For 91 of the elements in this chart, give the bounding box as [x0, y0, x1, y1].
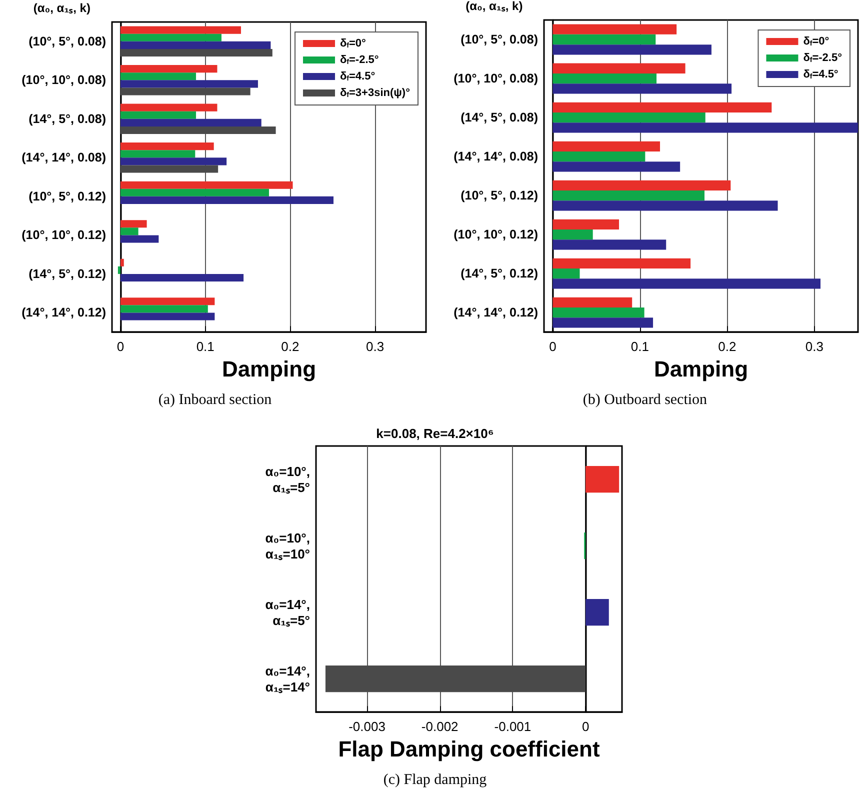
x-tick-label: -0.001 [494, 719, 532, 734]
bar [120, 274, 244, 282]
bar [552, 141, 660, 152]
y-tick-label: (10°, 10°, 0.12) [454, 228, 538, 242]
bar [120, 188, 269, 196]
bar [120, 65, 218, 73]
bar [120, 80, 258, 88]
y-tick-label: (14°, 14°, 0.12) [454, 306, 538, 320]
bar [552, 278, 820, 289]
x-tick-label: 0.2 [281, 339, 300, 354]
bar [552, 318, 654, 328]
bar [552, 102, 772, 112]
x-axis-title: Flap Damping coefficient [338, 736, 600, 762]
bar [552, 240, 666, 250]
x-tick-label: 0.3 [366, 339, 384, 354]
bar [552, 162, 680, 172]
bar [552, 297, 632, 308]
x-tick-label: 0 [549, 339, 556, 354]
bar [552, 24, 677, 34]
y-tick-label: (10°, 5°, 0.08) [460, 32, 538, 47]
y-tick-label: α₀=10°, α₁ₛ=5° [265, 464, 310, 495]
bar [118, 266, 120, 274]
x-tick-label: 0 [582, 719, 590, 734]
bar [120, 196, 334, 204]
y-axis-title: (α₀, α₁ₛ, k) [33, 1, 90, 15]
y-tick-label: (10°, 10°, 0.08) [454, 72, 538, 86]
y-tick-label: (14°, 5°, 0.12) [460, 266, 538, 281]
bar [120, 258, 124, 266]
y-axis-title: (α₀, α₁ₛ, k) [466, 0, 523, 13]
y-tick-label: (10°, 5°, 0.12) [28, 189, 106, 204]
bar [552, 44, 712, 55]
x-tick-label: -0.003 [348, 719, 386, 734]
bar [120, 305, 208, 313]
bar [120, 220, 147, 228]
y-tick-label: (10°, 5°, 0.08) [28, 34, 106, 48]
x-tick-label: 0.2 [718, 339, 736, 354]
y-tick-label: (10°, 10°, 0.08) [22, 73, 106, 88]
bar [120, 298, 215, 306]
bar [552, 219, 620, 230]
bar [552, 34, 656, 45]
bar [120, 235, 159, 243]
bar [552, 151, 646, 162]
bar [120, 228, 138, 236]
y-tick-label: (14°, 5°, 0.08) [460, 110, 538, 125]
bar [552, 190, 704, 201]
y-tick-label: (14°, 14°, 0.12) [22, 306, 106, 320]
bar [120, 111, 196, 119]
y-tick-label: (10°, 10°, 0.12) [22, 228, 106, 242]
bar [552, 73, 657, 84]
bar [120, 72, 196, 80]
x-tick-label: 0.3 [805, 339, 824, 354]
bar [120, 34, 222, 42]
x-axis-title: Damping [222, 356, 316, 382]
text: (a) Inboard section [157, 392, 273, 409]
x-tick-label: -0.002 [421, 719, 458, 734]
y-tick-label: (14°, 5°, 0.08) [28, 112, 106, 126]
bar [120, 158, 227, 166]
y-tick-label: (10°, 5°, 0.12) [460, 188, 538, 203]
bar [552, 122, 858, 133]
bar [552, 84, 732, 94]
bar [552, 308, 644, 318]
bar [120, 118, 262, 126]
text: (c) Flap damping [382, 772, 488, 789]
bar [552, 112, 706, 123]
y-tick-label: (14°, 5°, 0.12) [28, 266, 106, 281]
y-tick-label: α₀=14°, α₁ₛ=14° [265, 663, 310, 694]
bar [552, 180, 731, 190]
bar [586, 599, 609, 626]
y-tick-label: α₀=14°, α₁ₛ=5° [265, 596, 310, 628]
bar [120, 104, 218, 112]
x-axis-title: Damping [654, 356, 748, 382]
y-tick-label: (14°, 14°, 0.08) [454, 150, 538, 164]
bar [120, 312, 215, 320]
bar [552, 258, 691, 269]
x-tick-label: 0.1 [196, 339, 214, 354]
bar [552, 268, 580, 279]
bar [120, 150, 196, 158]
bar [120, 181, 293, 189]
chart-title: k=0.08, Re=4.2×10⁶ [376, 426, 494, 441]
text: (b) Outboard section [582, 392, 708, 409]
bar [120, 26, 241, 34]
bar [552, 63, 686, 74]
bar [120, 142, 214, 150]
bar [586, 466, 620, 493]
bar [552, 200, 778, 211]
y-tick-label: (14°, 14°, 0.08) [22, 150, 106, 165]
bar [552, 229, 593, 240]
y-tick-label: α₀=10°, α₁ₛ=10° [265, 530, 310, 562]
x-tick-label: 0 [116, 339, 124, 354]
bar [120, 41, 271, 49]
x-tick-label: 0.1 [630, 339, 649, 354]
